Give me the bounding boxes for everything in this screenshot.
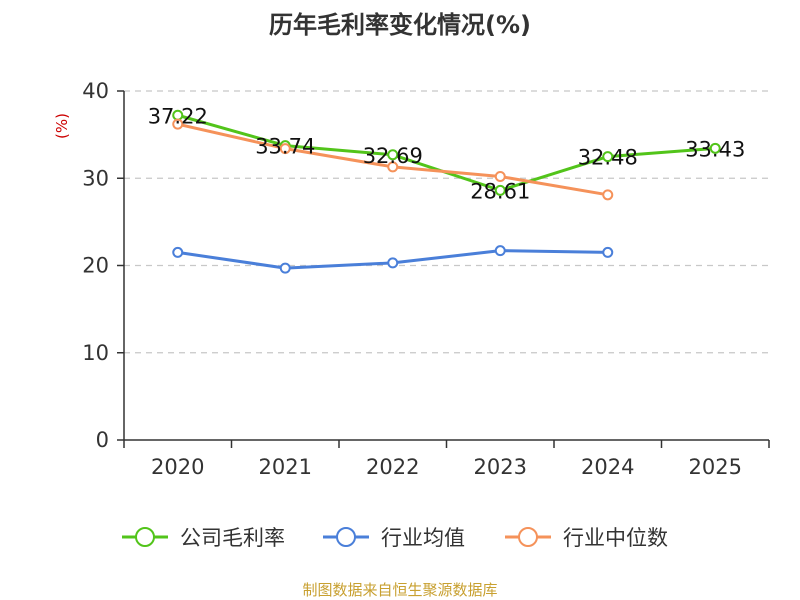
x-tick-label: 2025 <box>689 455 742 479</box>
x-tick-label: 2023 <box>474 455 527 479</box>
data-labels: 37.22 33.74 32.69 28.61 32.48 33.43 <box>148 104 746 203</box>
x-tick-label: 2021 <box>259 455 312 479</box>
data-label: 32.48 <box>578 146 638 170</box>
data-point <box>494 171 506 183</box>
chart-title: 历年毛利率变化情况(%) <box>269 11 531 39</box>
x-tick-label: 2022 <box>366 455 419 479</box>
data-label: 28.61 <box>470 179 530 203</box>
legend-label: 行业中位数 <box>563 526 668 550</box>
data-point <box>387 257 399 269</box>
data-point <box>494 245 506 257</box>
source-note: 制图数据来自恒生聚源数据库 <box>302 581 497 599</box>
data-point <box>279 143 291 155</box>
x-tick-label: 2024 <box>581 455 634 479</box>
legend-label: 行业均值 <box>381 526 465 550</box>
x-tick-label: 2020 <box>151 455 204 479</box>
data-point <box>602 246 614 258</box>
y-axis-label: (%) <box>53 113 71 139</box>
y-tick-label: 10 <box>82 341 109 365</box>
axes: 0 10 20 30 40 2020 2021 2022 2023 2024 2025 <box>82 79 770 479</box>
legend-marker <box>135 527 155 547</box>
data-point <box>387 149 399 161</box>
data-point <box>709 142 721 154</box>
data-point <box>172 118 184 130</box>
data-label: 33.74 <box>255 135 315 159</box>
legend-marker <box>336 527 356 547</box>
data-point <box>387 161 399 173</box>
legend-label: 公司毛利率 <box>180 526 285 550</box>
grid-lines <box>124 90 769 354</box>
legend-marker <box>518 527 538 547</box>
series-layer <box>172 109 721 274</box>
data-label: 33.43 <box>685 137 745 161</box>
data-label: 37.22 <box>148 104 208 128</box>
y-tick-label: 30 <box>82 166 109 190</box>
y-tick-label: 0 <box>96 428 109 452</box>
data-point <box>602 151 614 163</box>
data-point <box>602 189 614 201</box>
y-tick-label: 40 <box>82 79 109 103</box>
y-tick-label: 20 <box>82 254 109 278</box>
data-point <box>494 184 506 196</box>
data-point <box>279 262 291 274</box>
data-label: 32.69 <box>363 144 423 168</box>
legend: 公司毛利率 行业均值 行业中位数 <box>122 526 668 550</box>
data-point <box>172 246 184 258</box>
